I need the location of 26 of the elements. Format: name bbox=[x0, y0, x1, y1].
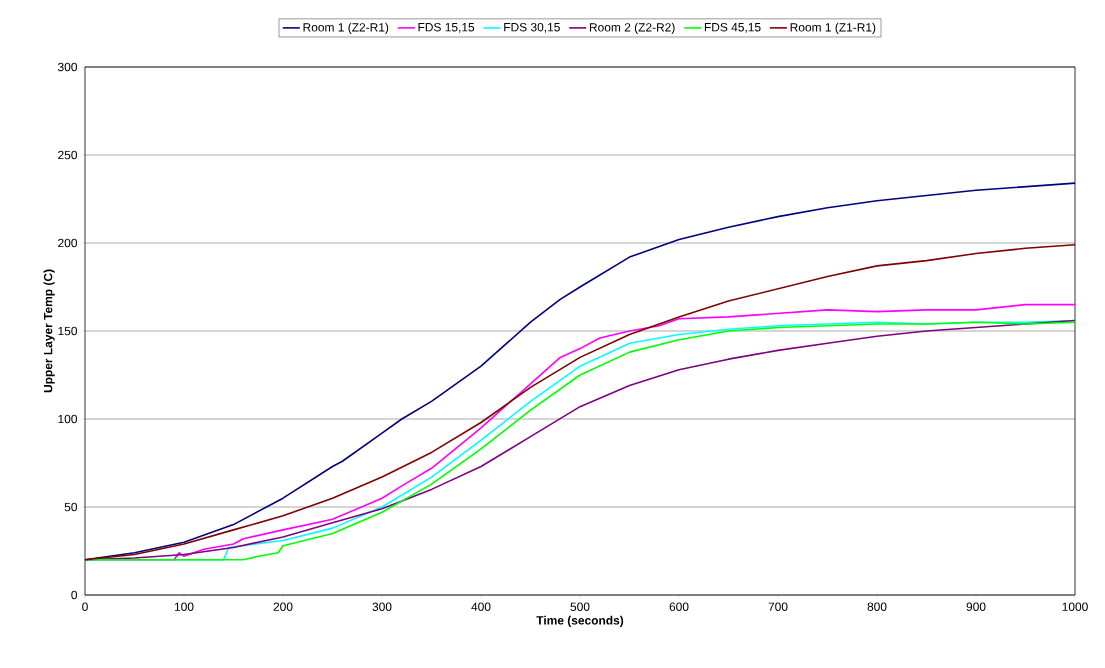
x-tick-label: 100 bbox=[174, 602, 194, 611]
y-tick-label: 200 bbox=[58, 238, 78, 248]
x-tick-label: 600 bbox=[669, 602, 689, 611]
y-axis-title: Upper Layer Temp (C) bbox=[43, 269, 55, 393]
x-tick-label: 700 bbox=[768, 602, 788, 611]
legend-label: Room 1 (Z1-R1) bbox=[790, 22, 876, 34]
x-tick-label: 400 bbox=[471, 602, 491, 611]
legend-label: FDS 15,15 bbox=[418, 22, 475, 33]
y-tick-label: 150 bbox=[58, 326, 78, 336]
y-tick-label: 0 bbox=[71, 590, 78, 600]
x-tick-label: 800 bbox=[867, 602, 887, 611]
y-tick-label: 300 bbox=[57, 62, 78, 72]
x-tick-label: 300 bbox=[372, 602, 392, 611]
y-tick-label: 100 bbox=[58, 414, 78, 424]
x-tick-label: 1000 bbox=[1062, 602, 1088, 611]
legend-label: FDS 30,15 bbox=[504, 22, 560, 33]
x-tick-label: 200 bbox=[273, 602, 293, 611]
x-tick-label: 900 bbox=[966, 602, 986, 611]
y-tick-label: 50 bbox=[64, 502, 78, 512]
x-tick-label: 500 bbox=[570, 602, 590, 611]
legend-label: Room 2 (Z2-R2) bbox=[589, 22, 675, 34]
legend-label: Room 1 (Z2-R1) bbox=[303, 22, 389, 34]
x-tick-label: 0 bbox=[82, 602, 88, 611]
x-axis-title: Time (seconds) bbox=[536, 615, 624, 627]
legend-label: FDS 45,15 bbox=[704, 22, 761, 33]
y-tick-label: 250 bbox=[58, 150, 78, 160]
